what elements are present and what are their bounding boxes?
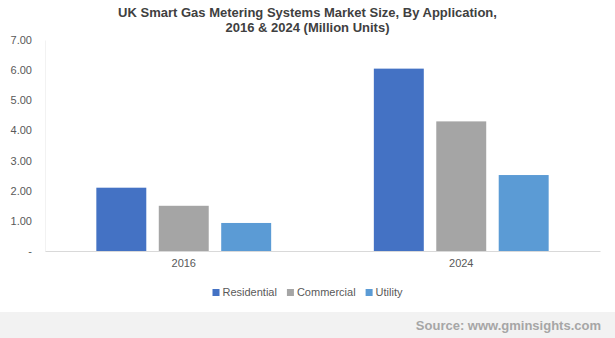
legend-label: Commercial [297,286,356,298]
y-tick: - [28,245,45,257]
bar [374,69,424,251]
y-tick-label: 2.00 [11,185,32,197]
legend-swatch [213,289,220,296]
legend-swatch [366,289,373,296]
y-axis: - 1.00 2.00 3.00 4.00 5.00 6.00 7.00 [11,34,46,257]
source: Source: www.gminsights.com [416,318,601,333]
bar [96,188,146,251]
x-axis: 2016 2024 [46,251,601,269]
y-tick: 1.00 [11,215,45,227]
x-tick: 2024 [449,251,473,269]
bar [159,206,209,251]
title: UK Smart Gas Metering Systems Market Siz… [118,5,497,35]
x-tick: 2016 [172,251,196,269]
bar [436,121,486,251]
legend-label: Residential [223,286,277,298]
y-tick-label: - [28,245,32,257]
legend-item: Utility [366,286,403,298]
y-tick-label: 1.00 [11,215,32,227]
y-tick: 2.00 [11,185,45,197]
title-line: 2016 & 2024 (Million Units) [226,20,390,35]
x-tick-label: 2024 [449,257,473,269]
footer-band [0,312,615,338]
legend-swatch [287,289,294,296]
y-tick-label: 7.00 [11,34,32,46]
y-tick: 5.00 [11,94,45,106]
background [0,0,615,338]
bar [499,175,549,251]
y-tick-label: 5.00 [11,94,32,106]
y-tick: 6.00 [11,64,45,76]
bar [221,223,271,251]
y-tick-label: 6.00 [11,64,32,76]
y-tick: 3.00 [11,155,45,167]
y-tick: 7.00 [11,34,45,46]
bars [96,69,548,251]
legend-item: Commercial [287,286,356,298]
legend-label: Utility [376,286,403,298]
y-tick-label: 3.00 [11,155,32,167]
y-tick: 4.00 [11,124,45,136]
x-axis-line [46,251,601,252]
y-axis-line [45,41,46,252]
x-tick-label: 2016 [172,257,196,269]
y-tick-label: 4.00 [11,124,32,136]
chart: UK Smart Gas Metering Systems Market Siz… [0,0,615,338]
legend-item: Residential [213,286,277,298]
title-line: UK Smart Gas Metering Systems Market Siz… [118,5,497,20]
legend: Residential Commercial Utility [213,286,403,298]
